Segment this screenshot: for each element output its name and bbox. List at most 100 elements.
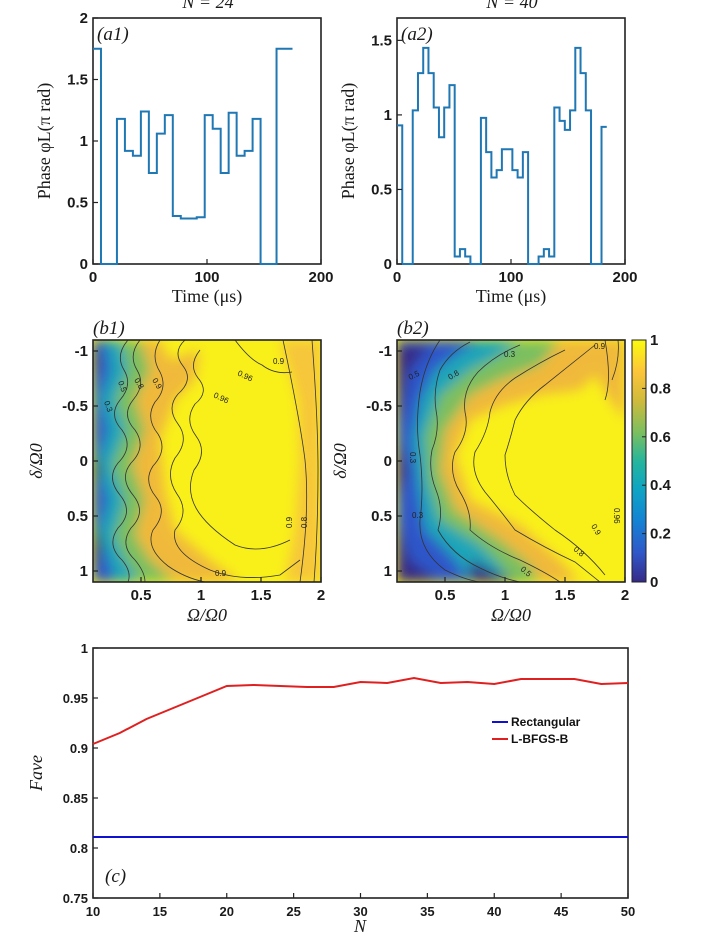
c-xtick-label: 45	[554, 904, 568, 919]
a1-panel-label: (a1)	[97, 24, 129, 45]
a2-panel-label: (a2)	[401, 24, 433, 45]
a1-xtick-label: 200	[308, 269, 333, 286]
colorbar-tick-label: 0	[650, 574, 658, 591]
b2-xtick-label: 0.5	[435, 587, 456, 604]
b1-ytick-label: 1	[80, 563, 88, 580]
b1-contour-label-0.9d: 0.9	[215, 569, 227, 578]
colorbar-tick-label: 0.4	[650, 477, 672, 494]
c-x-ticks: 10 15 20 25 30 35 40 45 50	[86, 893, 635, 919]
b1-xtick-label: 0.5	[131, 587, 152, 604]
a2-xtick-label: 0	[393, 269, 401, 286]
a1-ytick-label: 2	[80, 10, 88, 27]
b2-xtick-label: 1	[501, 587, 509, 604]
b1-x-ticks: 0.5 1 1.5 2	[131, 577, 325, 604]
b1-ytick-label: 0.5	[67, 508, 88, 525]
b1-panel-label: (b1)	[93, 318, 125, 339]
colorbar-tick-label: 0.6	[650, 429, 671, 446]
c-ytick-label: 0.8	[70, 841, 88, 856]
b1-y-axis-label: δ/Ω0	[26, 443, 46, 478]
b1-xtick-label: 2	[317, 587, 325, 604]
c-ytick-label: 0.75	[63, 891, 88, 906]
b1-contour-label-0.9b: 0.9	[273, 357, 285, 366]
colorbar-ticks: 0 0.2 0.4 0.6 0.8 1	[642, 332, 672, 591]
b2-y-axis-label: δ/Ω0	[330, 443, 350, 478]
c-xtick-label: 40	[487, 904, 501, 919]
a1-x-ticks: 0 100 200	[89, 259, 334, 286]
a1-ytick-label: 1.5	[67, 72, 88, 89]
a2-ytick-label: 1.5	[371, 32, 392, 49]
c-xtick-label: 20	[220, 904, 234, 919]
a2-title: N = 40	[485, 0, 537, 12]
c-xtick-label: 10	[86, 904, 100, 919]
c-xtick-label: 30	[353, 904, 367, 919]
b2-contour-label-0.5: 0.5	[407, 369, 421, 382]
c-x-axis-label: N	[353, 916, 367, 936]
b1-xtick-label: 1	[197, 587, 205, 604]
legend-label-rectangular: Rectangular	[511, 715, 581, 729]
b2-ytick-label: 1	[384, 563, 392, 580]
a2-x-ticks: 0 100 200	[393, 259, 638, 286]
a1-title: N = 24	[181, 0, 233, 12]
b1-contour-label-0.9c: 0.9	[285, 516, 294, 528]
b2-panel-label: (b2)	[397, 318, 429, 339]
a2-xtick-label: 200	[612, 269, 637, 286]
a2-ytick-label: 0.5	[371, 181, 392, 198]
b1-ytick-label: -0.5	[62, 398, 88, 415]
b2-x-ticks: 0.5 1 1.5 2	[435, 577, 629, 604]
b2-contour-label-0.9: 0.9	[594, 342, 606, 351]
b2-heatmap-fill	[397, 340, 625, 582]
c-panel-label: (c)	[105, 866, 126, 887]
c-axes-box	[92, 647, 629, 899]
b1-heatmap-fill	[93, 340, 321, 582]
b2-xtick-label: 2	[621, 587, 629, 604]
c-ytick-label: 1	[81, 641, 88, 656]
a1-ytick-label: 0.5	[67, 195, 88, 212]
a2-ytick-label: 1	[384, 107, 392, 124]
colorbar: 0 0.2 0.4 0.6 0.8 1	[631, 332, 672, 591]
b2-contour-label-0.3b: 0.3	[408, 452, 417, 464]
a1-axes-box	[92, 17, 322, 265]
colorbar-tick-label: 1	[650, 332, 658, 349]
b2-ytick-label: 0	[384, 453, 392, 470]
c-y-axis-label: Fave	[26, 755, 46, 792]
b2-ytick-label: -1	[379, 343, 392, 360]
c-xtick-label: 35	[420, 904, 434, 919]
c-ytick-label: 0.95	[63, 691, 88, 706]
b2-y-ticks: -1 -0.5 0 0.5 1	[366, 343, 402, 580]
a1-y-ticks: 0 0.5 1 1.5 2	[67, 10, 98, 273]
b1-contour-label-0.3: 0.3	[102, 400, 114, 414]
b2-contour-label-0.3c: 0.3	[412, 511, 424, 520]
b1-contour-label-0.8b: 0.8	[300, 516, 309, 528]
b2-contour-label-0.3: 0.3	[504, 350, 516, 359]
b2-xtick-label: 1.5	[555, 587, 576, 604]
panel-b2: 0.3 0.5 0.8 0.9 0.3 0.3 0.9 0.96 0.8 0.5…	[330, 318, 629, 625]
c-xtick-label: 50	[621, 904, 635, 919]
b1-contour-label-0.5: 0.5	[116, 380, 128, 394]
c-ytick-label: 0.85	[63, 791, 88, 806]
panel-a1: N = 24 0 100 200 00.511.52 (a1) Time (μs) …	[34, 0, 334, 307]
b2-x-axis-label: Ω/Ω0	[491, 605, 531, 625]
b1-ytick-label: -1	[75, 343, 88, 360]
b1-ytick-label: 0	[80, 453, 88, 470]
a2-y-ticks: 0 0.5 1 1.5	[371, 32, 402, 273]
c-xtick-label: 15	[153, 904, 167, 919]
colorbar-tick-label: 0.8	[650, 380, 671, 397]
a1-phase-line	[93, 47, 293, 265]
colorbar-gradient	[631, 339, 647, 583]
a2-ytick-label: 0	[384, 256, 392, 273]
panel-a2: N = 40 0 100 200 0 0.5 1 1.5 (a2) Time (μs) P…	[338, 0, 638, 307]
c-legend: Rectangular L-BFGS-B	[492, 715, 581, 746]
c-xtick-label: 25	[286, 904, 300, 919]
a1-x-axis-label: Time (μs)	[172, 286, 243, 307]
legend-label-lbfgsb: L-BFGS-B	[511, 732, 569, 746]
b2-ytick-label: 0.5	[371, 508, 392, 525]
a2-x-axis-label: Time (μs)	[476, 286, 547, 307]
a1-xtick-label: 100	[194, 269, 219, 286]
c-ytick-label: 0.9	[70, 741, 88, 756]
a2-phase-line	[397, 46, 607, 265]
a1-ytick-label: 1	[80, 133, 88, 150]
c-series-lbfgsb	[92, 676, 629, 745]
b1-xtick-label: 1.5	[251, 587, 272, 604]
b1-y-ticks: -1 -0.5 0 0.5 1	[62, 343, 98, 580]
